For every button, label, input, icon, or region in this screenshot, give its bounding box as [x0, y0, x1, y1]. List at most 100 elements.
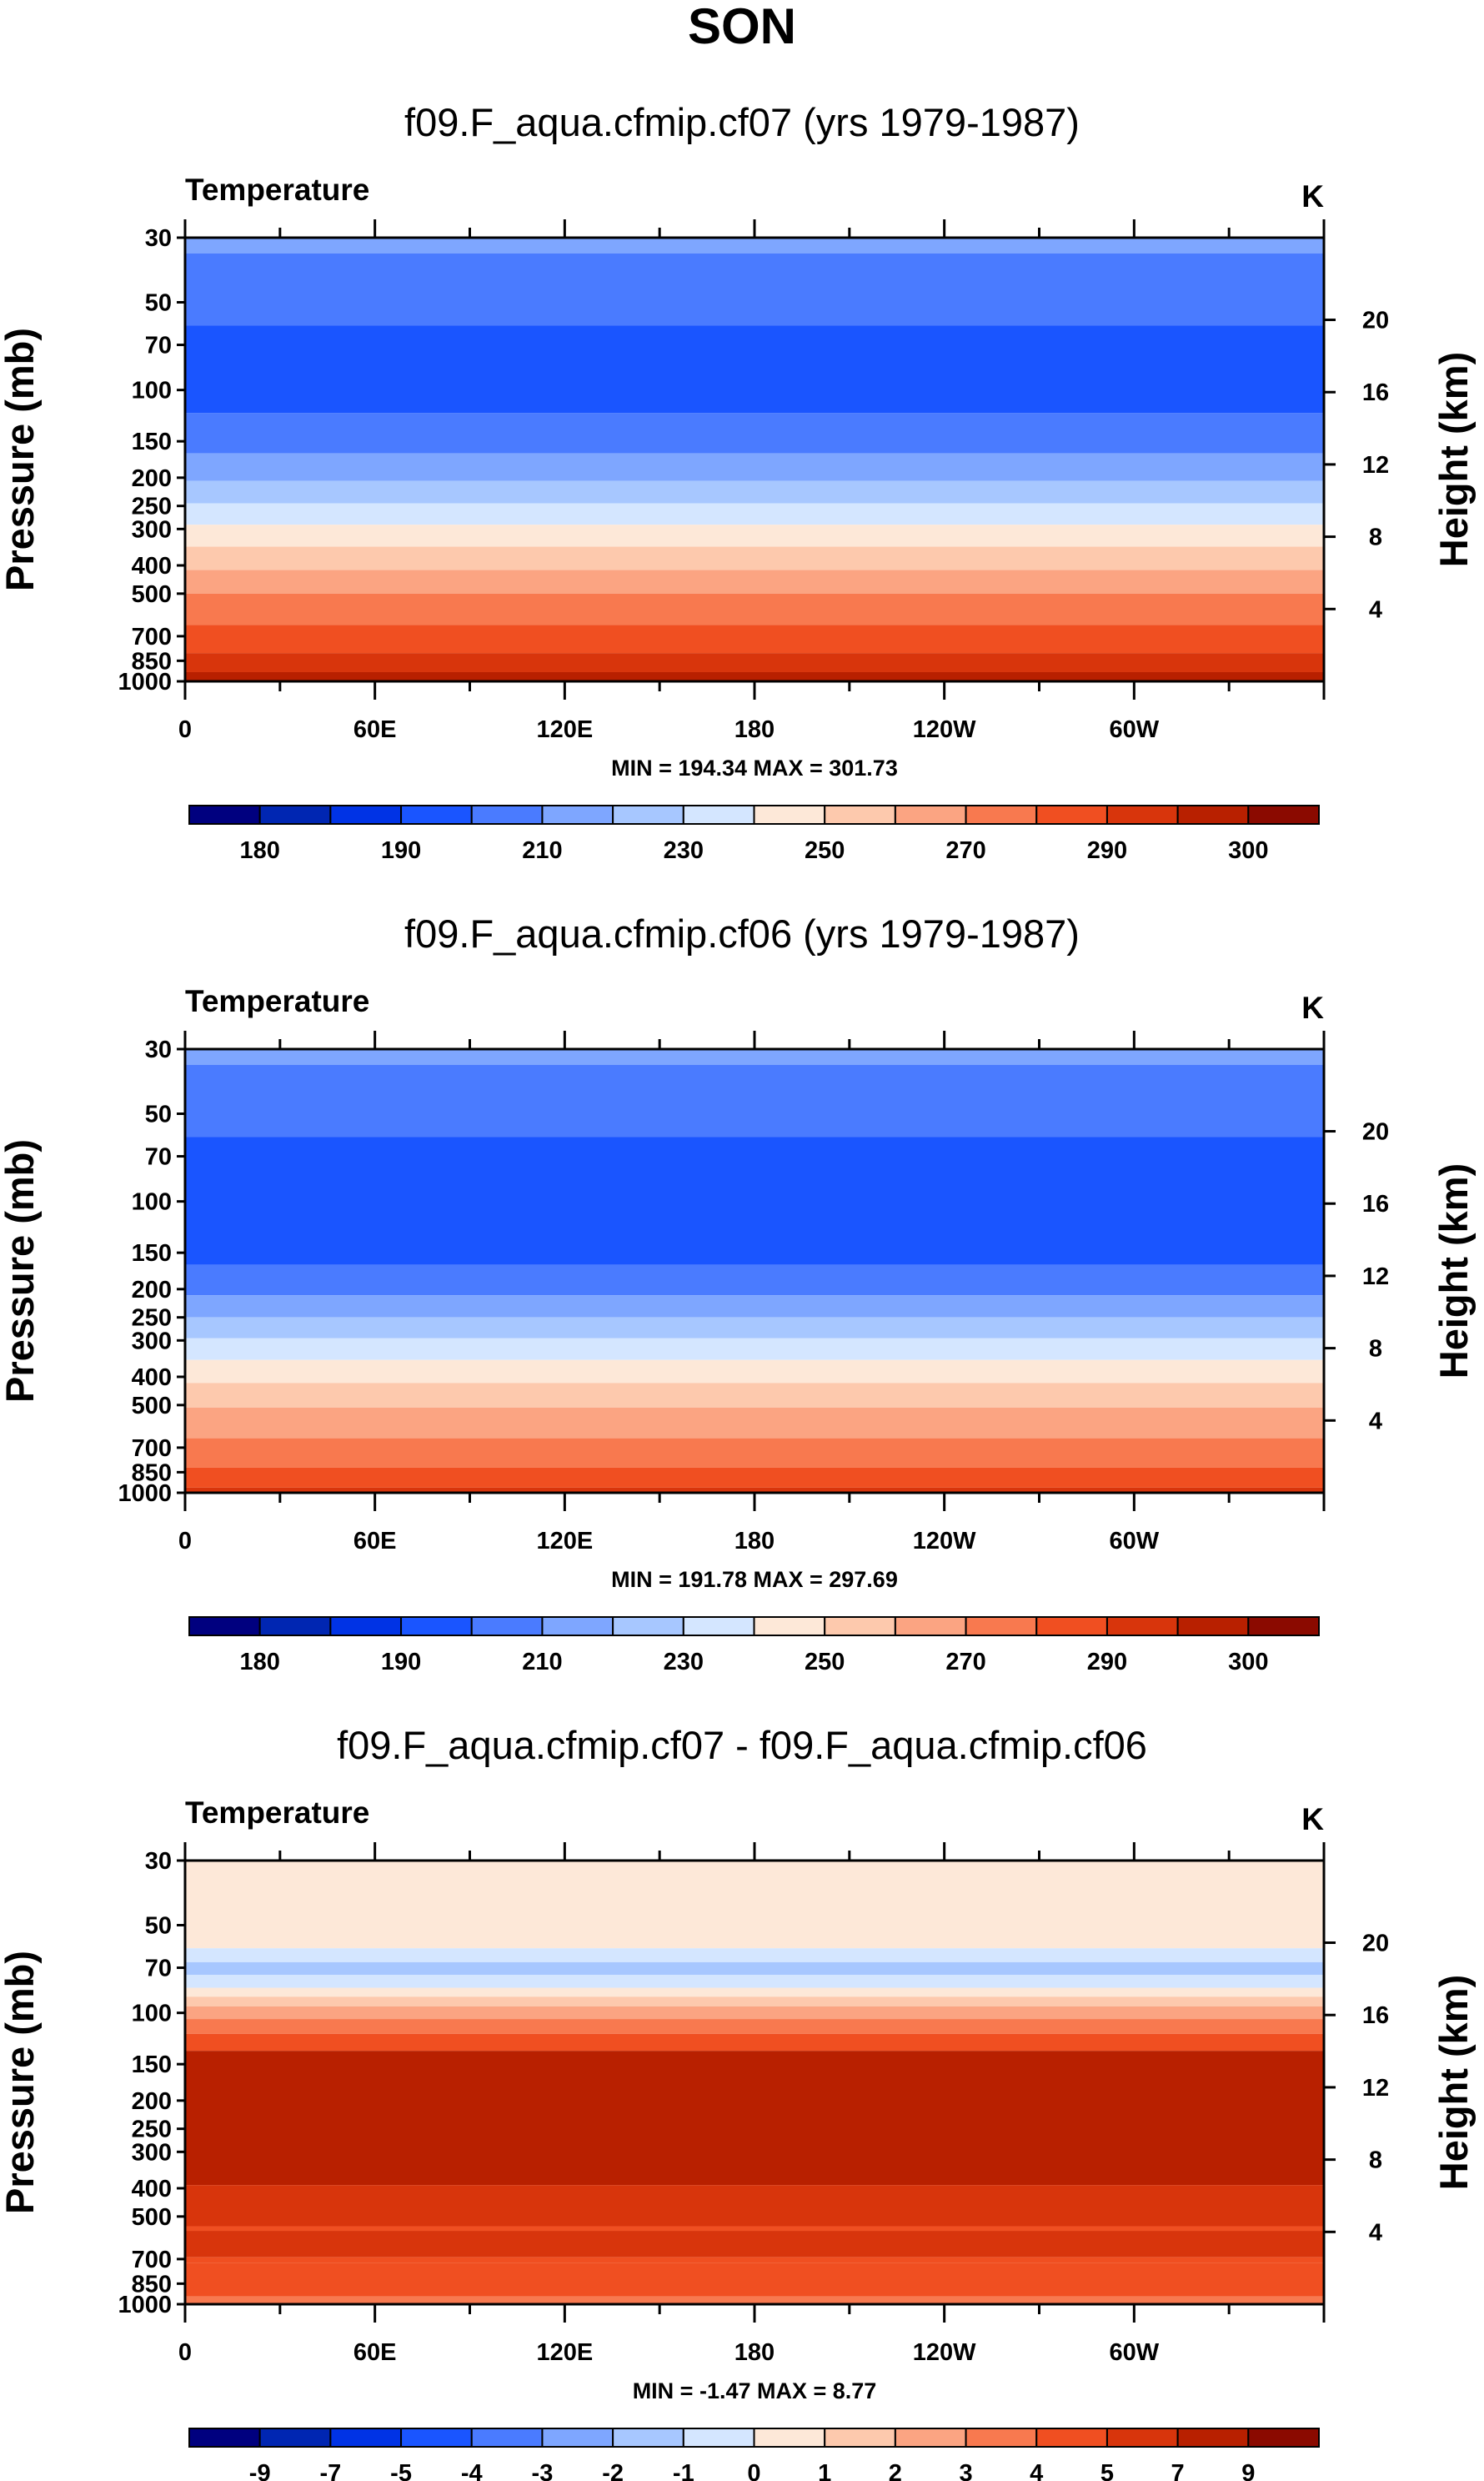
x-tick-label: 120E [536, 716, 593, 743]
colorbar-label: 230 [664, 837, 704, 864]
x-tick-label: 0 [178, 716, 192, 743]
variable-label: Temperature [185, 984, 369, 1018]
colorbar-label: 4 [1030, 2460, 1043, 2481]
y-tick-label: 250 [132, 1305, 172, 1332]
contour-band [185, 253, 1324, 326]
x-tick-label: 120E [536, 1528, 593, 1554]
colorbar-label: 270 [945, 837, 985, 864]
contour-band [185, 2006, 1324, 2020]
colorbar-label: -5 [390, 2460, 412, 2481]
x-tick-label: 120W [913, 2339, 976, 2366]
x-tick-label: 120W [913, 1528, 976, 1554]
x-tick-label: 60E [353, 716, 397, 743]
colorbar-label: -1 [673, 2460, 694, 2481]
colorbar-label: 1 [818, 2460, 831, 2481]
contour-band [185, 2263, 1324, 2297]
y-tick-label: 300 [132, 516, 172, 543]
x-tick-label: 0 [178, 2339, 192, 2366]
y-tick-label: 30 [145, 225, 172, 252]
y-tick-label: 250 [132, 494, 172, 520]
contour-band [185, 1961, 1324, 1975]
colorbar-swatch [541, 1616, 614, 1636]
right-tick-label: 12 [1362, 452, 1389, 479]
y-tick-label: 1000 [118, 2292, 172, 2318]
colorbar-swatch [400, 805, 473, 825]
y-tick-label: 300 [132, 1328, 172, 1354]
x-tick-label: 180 [734, 2339, 775, 2366]
y-tick-label: 50 [145, 290, 172, 317]
colorbar-swatch [965, 2428, 1038, 2448]
colorbar-swatch [1105, 805, 1179, 825]
contour-band [185, 1137, 1324, 1265]
colorbar-swatch [329, 805, 403, 825]
y-axis-title-right: Height (km) [1431, 1163, 1476, 1379]
contour-band [185, 1049, 1324, 1065]
colorbar-swatch [965, 1616, 1038, 1636]
colorbar-swatch [258, 1616, 332, 1636]
y-axis-title: Pressure (mb) [0, 328, 42, 591]
colorbar-swatch [329, 2428, 403, 2448]
right-tick-label: 16 [1362, 2002, 1389, 2029]
units-label: K [1301, 1802, 1324, 1836]
contour-band [185, 625, 1324, 654]
right-tick-label: 20 [1362, 1931, 1389, 1957]
right-tick-label: 12 [1362, 1263, 1389, 1290]
y-tick-label: 100 [132, 2001, 172, 2027]
contour-band [185, 1317, 1324, 1338]
y-tick-label: 700 [132, 624, 172, 650]
colorbar-label: -4 [461, 2460, 483, 2481]
colorbar-swatch [188, 2428, 261, 2448]
y-tick-label: 250 [132, 2117, 172, 2143]
colorbar-swatch [894, 805, 967, 825]
colorbar-swatch [188, 1616, 261, 1636]
colorbar-label: -3 [532, 2460, 554, 2481]
contour-band [185, 1295, 1324, 1318]
y-tick-label: 500 [132, 1393, 172, 1419]
right-tick-label: 12 [1362, 2075, 1389, 2102]
y-tick-label: 500 [132, 581, 172, 608]
right-tick-label: 8 [1369, 2147, 1382, 2174]
y-tick-label: 1000 [118, 1480, 172, 1507]
panel-title: f09.F_aqua.cfmip.cf07 (yrs 1979-1987) [404, 100, 1080, 144]
colorbar-label: 190 [381, 1649, 421, 1675]
y-tick-label: 300 [132, 2139, 172, 2166]
x-tick-label: 60W [1110, 2339, 1160, 2366]
right-tick-label: 16 [1362, 379, 1389, 406]
y-tick-label: 50 [145, 1913, 172, 1940]
panel-1: f09.F_aqua.cfmip.cf07 (yrs 1979-1987) Tem… [0, 100, 1476, 864]
colorbar-swatch [824, 805, 896, 825]
y-tick-label: 700 [132, 2247, 172, 2273]
contour-band [185, 2185, 1324, 2227]
panel-title: f09.F_aqua.cfmip.cf07 - f09.F_aqua.cfmip… [337, 1723, 1147, 1767]
colorbar-swatch [1176, 1616, 1250, 1636]
y-tick-label: 200 [132, 2088, 172, 2115]
colorbar-swatch [965, 805, 1038, 825]
y-axis-title: Pressure (mb) [0, 1951, 42, 2214]
contour-band [185, 1987, 1324, 1997]
contour-band [185, 325, 1324, 414]
colorbar-swatch [1247, 2428, 1320, 2448]
colorbar-label: 190 [381, 837, 421, 864]
right-tick-label: 20 [1362, 308, 1389, 334]
y-tick-label: 70 [145, 1144, 172, 1171]
colorbar-swatch [400, 2428, 473, 2448]
colorbar-swatch [612, 805, 684, 825]
x-tick-label: 60E [353, 1528, 397, 1554]
contour-band [185, 1338, 1324, 1360]
colorbar-swatch [470, 805, 544, 825]
contour-band [185, 1359, 1324, 1384]
colorbar-swatch [258, 2428, 332, 2448]
contour-band [185, 1064, 1324, 1138]
y-tick-label: 70 [145, 333, 172, 359]
panel-2: f09.F_aqua.cfmip.cf06 (yrs 1979-1987) Tem… [0, 912, 1476, 1675]
variable-label: Temperature [185, 1795, 369, 1830]
contour-band [185, 453, 1324, 481]
y-tick-label: 1000 [118, 669, 172, 696]
units-label: K [1301, 179, 1324, 213]
colorbar-swatch [541, 805, 614, 825]
y-tick-label: 150 [132, 1240, 172, 1267]
panel-title: f09.F_aqua.cfmip.cf06 (yrs 1979-1987) [404, 912, 1080, 956]
y-tick-label: 500 [132, 2204, 172, 2231]
x-tick-label: 180 [734, 1528, 775, 1554]
